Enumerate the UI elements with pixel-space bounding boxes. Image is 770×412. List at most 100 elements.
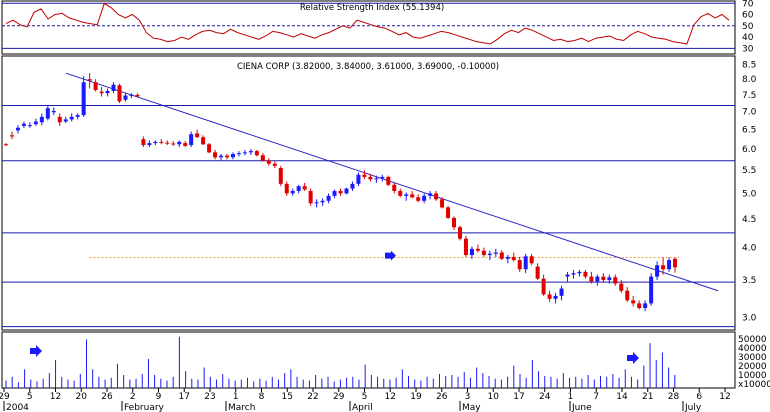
x-day-label: 21: [642, 392, 653, 402]
candle-body: [475, 248, 480, 251]
candle-body: [141, 139, 146, 146]
candle-body: [123, 95, 128, 100]
x-day-label: 2: [130, 392, 136, 402]
volume-tick-label: 30000: [738, 353, 767, 363]
candle-body: [236, 153, 241, 155]
price-tick-label: 3.0: [742, 314, 757, 324]
candle-body: [529, 256, 534, 264]
candle-body: [416, 197, 421, 201]
candle-body: [135, 94, 140, 97]
candle-body: [33, 121, 38, 125]
x-day-label: 5: [362, 392, 368, 402]
candle-body: [511, 256, 516, 261]
candle-body: [21, 123, 26, 126]
x-day-label: 10: [488, 392, 500, 402]
price-tick-label: 4.5: [742, 215, 756, 225]
candle-body: [183, 143, 188, 146]
candle-body: [422, 195, 427, 201]
candle-body: [81, 82, 86, 116]
candle-body: [165, 142, 170, 144]
candle-body: [517, 260, 522, 270]
candle-body: [69, 116, 74, 120]
x-day-label: 1: [568, 392, 574, 402]
candle-body: [320, 200, 325, 203]
candle-body: [284, 183, 289, 194]
x-month-label: February: [124, 403, 165, 412]
candle-body: [655, 265, 660, 277]
x-day-label: 1: [233, 392, 239, 402]
candle-body: [350, 183, 355, 189]
candle-body: [171, 143, 176, 145]
x-day-label: 20: [76, 392, 88, 402]
x-month-label: July: [684, 403, 702, 412]
candle-body: [463, 238, 468, 256]
x-month-label: May: [462, 403, 481, 412]
candle-body: [541, 278, 546, 295]
candle-body: [469, 248, 474, 256]
candle-body: [583, 271, 588, 277]
candle-body: [129, 94, 134, 96]
x-day-label: 3: [465, 392, 471, 402]
x-month-label: March: [228, 403, 255, 412]
x-day-label: 15: [282, 392, 293, 402]
candle-body: [637, 303, 642, 309]
volume-tick-label: 10000: [738, 371, 767, 381]
candle-body: [219, 155, 224, 158]
candle-body: [314, 202, 319, 204]
candle-body: [290, 190, 295, 194]
candle-body: [595, 276, 600, 282]
x-day-label: 24: [539, 392, 551, 402]
candle-body: [457, 227, 462, 239]
rsi-tick-label: 70: [742, 0, 754, 9]
volume-tick-label: 40000: [738, 344, 767, 354]
candle-body: [75, 115, 80, 117]
candle-body: [392, 184, 397, 191]
candle-body: [87, 79, 92, 81]
x-day-label: 26: [436, 392, 448, 402]
candle-body: [380, 176, 385, 179]
candle-body: [296, 186, 301, 191]
candle-body: [673, 258, 678, 268]
volume-tick-label: 20000: [738, 362, 767, 372]
candle-body: [452, 217, 457, 228]
candle-body: [547, 294, 552, 299]
price-tick-label: 5.0: [742, 189, 757, 199]
candle-body: [57, 116, 62, 123]
candle-body: [559, 288, 564, 296]
candle-body: [374, 178, 379, 180]
candle-body: [338, 190, 343, 194]
candle-body: [505, 256, 510, 259]
candle-body: [177, 141, 182, 145]
x-axis: 29 5 12 20 26 2 9 17 23 1 8 15 22 29 5 12 19 26 3 10 17 24 1 7 1…: [0, 388, 731, 412]
candle-body: [589, 276, 594, 282]
candle-body: [254, 151, 259, 156]
candle-body: [63, 119, 68, 122]
candle-body: [446, 207, 451, 218]
candle-body: [607, 277, 612, 281]
candle-body: [499, 252, 504, 259]
x-day-label: 6: [696, 392, 702, 402]
price-tick-label: 5.5: [742, 166, 756, 176]
x-day-label: 22: [307, 392, 318, 402]
price-tick-label: 6.0: [742, 145, 757, 155]
candle-body: [344, 188, 349, 194]
candle-body: [571, 273, 576, 275]
candle-body: [201, 137, 206, 145]
price-tick-label: 4.0: [742, 244, 757, 254]
candle-body: [27, 125, 32, 127]
x-day-label: 9: [156, 392, 162, 402]
arrow-marker-price: [385, 250, 396, 261]
candle-body: [649, 276, 654, 304]
candle-body: [410, 194, 415, 198]
candle-body: [39, 116, 44, 123]
candle-body: [535, 266, 540, 279]
x-day-label: 5: [27, 392, 33, 402]
candle-body: [493, 252, 498, 254]
x-day-label: 17: [513, 392, 524, 402]
rsi-tick-label: 50: [742, 22, 754, 32]
candle-body: [631, 300, 636, 304]
candle-body: [99, 91, 104, 94]
candle-body: [523, 256, 528, 270]
candle-body: [667, 260, 672, 270]
